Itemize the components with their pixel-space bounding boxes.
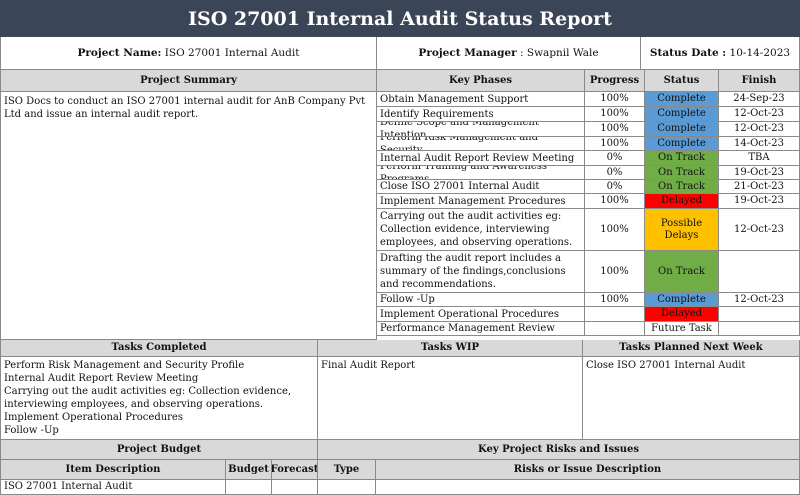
- tasks-planned-header: Tasks Planned Next Week: [583, 340, 800, 357]
- tasks-completed-list: Perform Risk Management and Security Pro…: [0, 357, 318, 440]
- tasks-completed-header: Tasks Completed: [0, 340, 318, 357]
- budget-col-item: Item Description: [0, 460, 226, 480]
- phase-name: Follow -Up: [377, 293, 585, 307]
- list-item: Carrying out the audit activities eg: Co…: [4, 386, 292, 410]
- project-summary-header: Project Summary: [0, 70, 377, 92]
- phase-finish: 19-Oct-23: [719, 166, 800, 180]
- phase-name: Perform Risk Management and Security: [377, 137, 585, 151]
- tasks-planned-list: Close ISO 27001 Internal Audit: [583, 357, 800, 440]
- status-badge: On Track: [645, 166, 719, 180]
- status-date-value: 10-14-2023: [729, 47, 791, 59]
- status-badge: Complete: [645, 137, 719, 151]
- status-badge: Delayed: [645, 194, 719, 209]
- phase-name: Close ISO 27001 Internal Audit: [377, 180, 585, 194]
- phase-finish: 12-Oct-23: [719, 209, 800, 251]
- phase-progress: 100%: [585, 209, 645, 251]
- phase-progress: 100%: [585, 293, 645, 307]
- phase-name: Obtain Management Support: [377, 92, 585, 107]
- phase-name: Carrying out the audit activities eg: Co…: [377, 209, 585, 251]
- phase-finish: TBA: [719, 151, 800, 166]
- phase-name: Implement Management Procedures: [377, 194, 585, 209]
- status-badge: On Track: [645, 251, 719, 293]
- phase-finish: 12-Oct-23: [719, 107, 800, 122]
- list-item: Perform Risk Management and Security Pro…: [4, 360, 245, 371]
- list-item: Final Audit Report: [321, 360, 416, 371]
- status-date-label: Status Date :: [649, 47, 727, 59]
- phase-finish: 14-Oct-23: [719, 137, 800, 151]
- finish-header: Finish: [719, 70, 800, 92]
- status-badge: Possible Delays: [645, 209, 719, 251]
- status-badge: Future Task: [645, 322, 719, 336]
- project-name-label: Project Name:: [77, 47, 162, 59]
- list-item: Implement Operational Procedures: [4, 412, 183, 423]
- budget-row-budget: [226, 480, 272, 495]
- project-budget-header: Project Budget: [0, 440, 318, 460]
- phase-progress: 100%: [585, 122, 645, 137]
- key-phases-header: Key Phases: [377, 70, 585, 92]
- list-item: Close ISO 27001 Internal Audit: [586, 360, 746, 371]
- project-manager-cell: Project Manager : Swapnil Wale: [377, 37, 641, 70]
- phase-name: Performance Management Review: [377, 322, 585, 336]
- phase-finish: 12-Oct-23: [719, 293, 800, 307]
- phase-finish: 21-Oct-23: [719, 180, 800, 194]
- phase-name: Drafting the audit report includes a sum…: [377, 251, 585, 293]
- phase-progress: 100%: [585, 194, 645, 209]
- phase-progress: [585, 307, 645, 322]
- list-item: Follow -Up: [4, 425, 59, 436]
- budget-row-forecast: [272, 480, 318, 495]
- phase-progress: [585, 322, 645, 336]
- phase-finish: [719, 307, 800, 322]
- risk-row-type: [318, 480, 376, 495]
- phase-finish: 19-Oct-23: [719, 194, 800, 209]
- phase-progress: 100%: [585, 92, 645, 107]
- phase-name: Identify Requirements: [377, 107, 585, 122]
- status-badge: On Track: [645, 151, 719, 166]
- risks-header: Key Project Risks and Issues: [318, 440, 800, 460]
- status-badge: Complete: [645, 293, 719, 307]
- project-name-value: ISO 27001 Internal Audit: [164, 47, 300, 59]
- budget-col-budget: Budget: [226, 460, 272, 480]
- budget-col-forecast: Forecast: [272, 460, 318, 480]
- status-badge: Complete: [645, 122, 719, 137]
- status-badge: Complete: [645, 92, 719, 107]
- project-manager-label: Project Manager: [418, 47, 517, 59]
- budget-row-item: ISO 27001 Internal Audit: [0, 480, 226, 495]
- phase-progress: 100%: [585, 137, 645, 151]
- project-manager-value: : Swapnil Wale: [520, 47, 599, 59]
- risks-col-description: Risks or Issue Description: [376, 460, 800, 480]
- phase-name: Implement Operational Procedures: [377, 307, 585, 322]
- status-badge: On Track: [645, 180, 719, 194]
- phase-progress: 0%: [585, 151, 645, 166]
- phase-finish: [719, 322, 800, 336]
- risk-row-description: [376, 480, 800, 495]
- risks-col-type: Type: [318, 460, 376, 480]
- status-badge: Delayed: [645, 307, 719, 322]
- tasks-wip-header: Tasks WIP: [318, 340, 583, 357]
- phase-progress: 0%: [585, 166, 645, 180]
- phase-name: Perform Training and Awareness Programs: [377, 166, 585, 180]
- phase-name: Define Scope and Management Intention: [377, 122, 585, 137]
- phase-progress: 100%: [585, 251, 645, 293]
- phase-finish: [719, 251, 800, 293]
- tasks-wip-list: Final Audit Report: [318, 357, 583, 440]
- project-summary-text: ISO Docs to conduct an ISO 27001 interna…: [0, 92, 377, 340]
- phase-finish: 12-Oct-23: [719, 122, 800, 137]
- report-title: ISO 27001 Internal Audit Status Report: [0, 0, 800, 37]
- progress-header: Progress: [585, 70, 645, 92]
- phase-finish: 24-Sep-23: [719, 92, 800, 107]
- phase-progress: 0%: [585, 180, 645, 194]
- phase-progress: 100%: [585, 107, 645, 122]
- status-badge: Complete: [645, 107, 719, 122]
- status-date-cell: Status Date : 10-14-2023: [641, 37, 800, 70]
- project-name-cell: Project Name: ISO 27001 Internal Audit: [0, 37, 377, 70]
- list-item: Internal Audit Report Review Meeting: [4, 373, 199, 384]
- status-header: Status: [645, 70, 719, 92]
- phase-name: Internal Audit Report Review Meeting: [377, 151, 585, 166]
